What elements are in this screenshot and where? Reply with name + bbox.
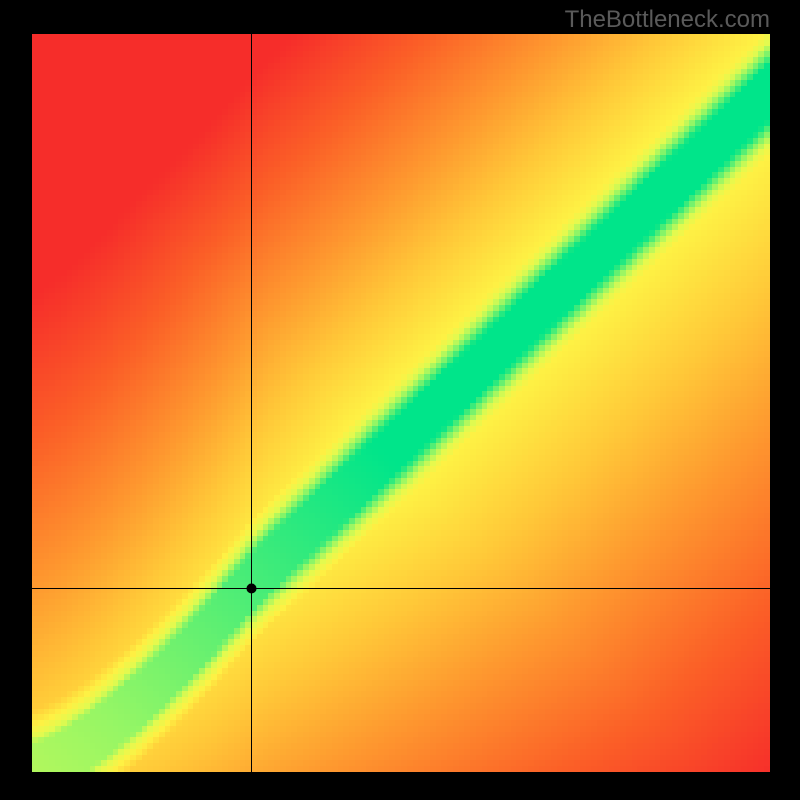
- watermark-text: TheBottleneck.com: [565, 6, 770, 34]
- chart-container: TheBottleneck.com: [0, 0, 800, 800]
- heatmap-canvas: [32, 34, 770, 772]
- heatmap-plot: [32, 34, 770, 772]
